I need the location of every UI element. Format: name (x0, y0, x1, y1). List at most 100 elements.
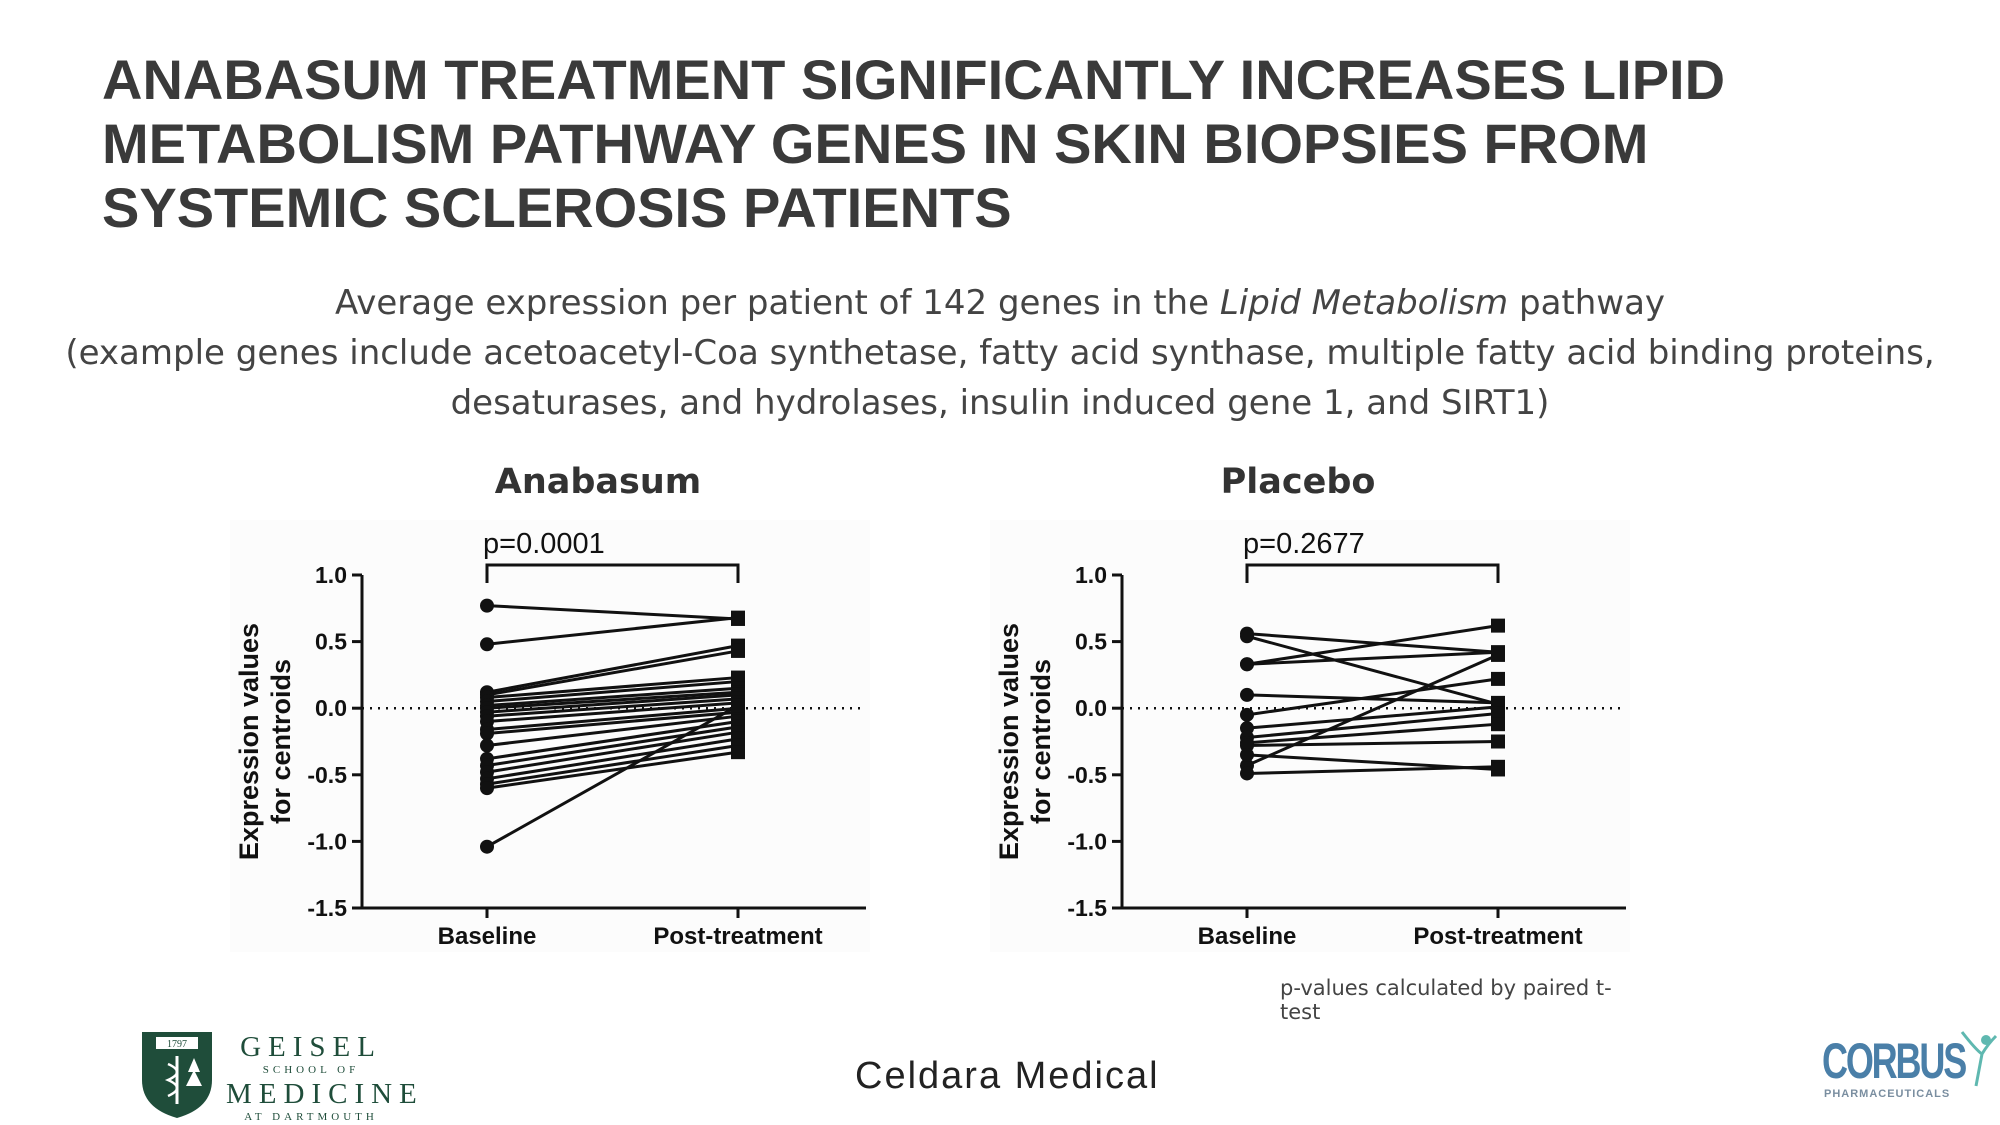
subtitle-line-2: (example genes include acetoacetyl-Coa s… (65, 333, 1935, 373)
subtitle-line-1: Average expression per patient of 142 ge… (40, 278, 1960, 328)
patient-line (486, 690, 739, 710)
baseline-point (480, 839, 494, 854)
post-treatment-point (1491, 734, 1505, 749)
patient-line (486, 697, 739, 718)
patient-line (486, 710, 739, 736)
patient-line (1246, 632, 1499, 654)
baseline-point (480, 598, 494, 613)
subtitle-line-1-start: Average expression per patient of 142 ge… (334, 283, 1220, 323)
y-axis-label-line-2: for centroids (266, 659, 296, 824)
y-tick-label: -1.0 (1067, 828, 1107, 854)
subtitle-line-1-end: pathway (1508, 283, 1666, 323)
baseline-point (480, 738, 494, 753)
patient-line (1246, 650, 1499, 666)
patient-line (486, 686, 739, 708)
y-tick-label: 1.0 (315, 562, 347, 588)
y-tick-label: -1.5 (307, 895, 347, 921)
y-axis-label-line-2: for centroids (1026, 659, 1056, 824)
baseline-point (1240, 657, 1254, 672)
patient-line (1246, 677, 1499, 717)
post-treatment-point (1491, 618, 1505, 633)
placebo-chart: 1.0 0.5 0.0 -0.5 -1.0 -1.5 Baseline Post-treatm… (990, 520, 1630, 952)
geisel-shield-icon: 1797 (142, 1032, 212, 1118)
y-tick-label: -0.5 (307, 762, 347, 788)
patient-line (486, 744, 739, 786)
x-tick-label: Baseline (1198, 923, 1297, 950)
y-axis-label-line-1: Expression values (234, 623, 264, 860)
baseline-point (480, 781, 494, 796)
patient-line (486, 676, 739, 700)
patient-line (486, 616, 739, 646)
x-tick-label: Baseline (438, 923, 537, 950)
patient-line (486, 714, 739, 747)
baseline-point (480, 726, 494, 741)
post-treatment-point (1491, 706, 1505, 721)
y-tick-label: 1.0 (1075, 562, 1107, 588)
y-tick-label: -0.5 (1067, 762, 1107, 788)
post-treatment-point (731, 745, 745, 760)
geisel-dartmouth: AT DARTMOUTH (244, 1111, 378, 1123)
patient-line (486, 737, 739, 781)
subtitle-pathway-name: Lipid Metabolism (1219, 283, 1509, 323)
p-value-annotation: p=0.2677 (1243, 528, 1365, 560)
patient-line (486, 680, 739, 704)
baseline-point (1240, 766, 1254, 781)
patient-line (1246, 705, 1499, 730)
patient-line (486, 704, 739, 849)
y-tick-label: 0.0 (1075, 695, 1107, 721)
y-tick-label: -1.5 (1067, 895, 1107, 921)
y-tick-label: 0.5 (1075, 629, 1107, 655)
patient-line (486, 604, 739, 621)
significance-bracket (485, 563, 740, 583)
y-tick-label: 0.0 (315, 695, 347, 721)
patient-line (486, 693, 739, 714)
baseline-point (1240, 687, 1254, 702)
patient-line (1246, 712, 1499, 739)
post-treatment-point (1491, 647, 1505, 662)
anabasum-chart: 1.0 0.5 0.0 -0.5 -1.0 -1.5 Baseline Post-treatm… (230, 520, 870, 952)
geisel-logo: 1797 GEISEL SCHOOL OF MEDICINE AT DARTMO… (138, 1028, 417, 1123)
patient-line (486, 649, 739, 697)
geisel-wordmark: GEISEL SCHOOL OF MEDICINE AT DARTMOUTH (226, 1030, 424, 1124)
corbus-name: CORBUS (1822, 1033, 1967, 1089)
corbus-figure-icon (1960, 1031, 1998, 1087)
patient-line (486, 730, 739, 774)
patient-line (486, 701, 739, 724)
patient-line (1246, 624, 1499, 666)
celdara-logo: Celdara Medical (855, 1055, 1160, 1097)
patient-line (1246, 722, 1499, 745)
corbus-logo: CORBUS PHARMACEUTICALS (1818, 1028, 1998, 1108)
patient-line (486, 725, 739, 767)
placebo-panel-title: Placebo (1220, 462, 1376, 502)
post-treatment-point (1491, 671, 1505, 686)
baseline-point (1240, 707, 1254, 722)
x-tick-label: Post-treatment (1413, 923, 1582, 950)
slide-subtitle: Average expression per patient of 142 ge… (40, 278, 1960, 428)
patient-line (486, 750, 739, 790)
x-tick-label: Post-treatment (653, 923, 822, 950)
baseline-point (1240, 747, 1254, 762)
patient-line (486, 706, 739, 732)
y-tick-label: -1.0 (307, 828, 347, 854)
post-treatment-point (731, 610, 745, 625)
geisel-year: 1797 (167, 1039, 187, 1050)
corbus-subtitle: PHARMACEUTICALS (1824, 1088, 1951, 1100)
p-value-annotation: p=0.0001 (483, 528, 605, 560)
geisel-medicine: MEDICINE (226, 1078, 424, 1110)
post-treatment-point (731, 643, 745, 658)
post-treatment-point (1491, 762, 1505, 777)
baseline-point (480, 637, 494, 652)
post-treatment-point (731, 698, 745, 713)
slide-title: ANABASUM TREATMENT SIGNIFICANTLY INCREAS… (102, 48, 1726, 239)
baseline-point (1240, 629, 1254, 644)
y-tick-label: 0.5 (315, 629, 347, 655)
patient-line (1246, 693, 1499, 705)
patient-line (1246, 634, 1499, 706)
significance-bracket (1245, 563, 1500, 583)
geisel-school-of: SCHOOL OF (262, 1064, 360, 1076)
post-treatment-point (1491, 717, 1505, 732)
anabasum-panel-title: Anabasum (494, 462, 702, 502)
patient-line (1246, 653, 1499, 767)
patient-line (1246, 753, 1499, 771)
patient-line (486, 644, 739, 694)
